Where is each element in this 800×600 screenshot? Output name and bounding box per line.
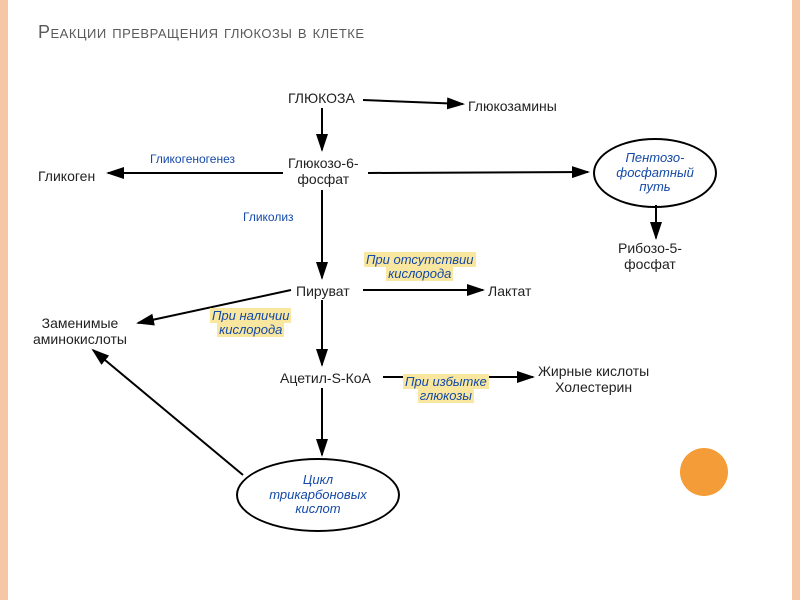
node-g6p: Глюкозо-6- фосфат — [288, 155, 359, 187]
node-fatty: Жирные кислоты Холестерин — [538, 363, 649, 395]
arrow-glucose-to-glucosamines — [363, 100, 463, 104]
arrow-tca-to-aminoacids — [93, 350, 243, 475]
diagram-stage: ГЛЮКОЗА Глюкозамины Гликоген Глюкозо-6- фос… — [8, 90, 792, 600]
node-glucosamines: Глюкозамины — [468, 98, 557, 114]
node-glucose: ГЛЮКОЗА — [288, 90, 355, 106]
node-acetyl: Ацетил-S-КоА — [280, 370, 371, 386]
slide-border-right — [792, 0, 800, 600]
accent-circle-icon — [680, 448, 728, 496]
node-tca: Цикл трикарбоновых кислот — [236, 458, 400, 532]
node-aminoacids: Заменимые аминокислоты — [33, 315, 127, 347]
node-ppp: Пентозо- фосфатный путь — [593, 138, 717, 208]
label-no_oxygen: При отсутствиикислорода — [364, 253, 476, 282]
ellipse-label-ppp: Пентозо- фосфатный путь — [616, 151, 694, 196]
ellipse-label-tca: Цикл трикарбоновых кислот — [269, 473, 367, 518]
node-glycogen: Гликоген — [38, 168, 95, 184]
node-ribose5p: Рибозо-5- фосфат — [618, 240, 682, 272]
node-lactate: Лактат — [488, 283, 531, 299]
node-pyruvate: Пируват — [296, 283, 350, 299]
arrow-g6p-to-ppp — [368, 172, 588, 173]
label-glycogenogenesis: Гликогеногенез — [150, 152, 235, 166]
slide-title: Реакции превращения глюкозы в клетке — [38, 22, 365, 43]
slide-border-left — [0, 0, 8, 600]
label-excess_glucose: При избыткеглюкозы — [403, 375, 489, 404]
label-with_oxygen: При наличиикислорода — [210, 309, 291, 338]
label-glycolysis: Гликолиз — [243, 210, 294, 224]
